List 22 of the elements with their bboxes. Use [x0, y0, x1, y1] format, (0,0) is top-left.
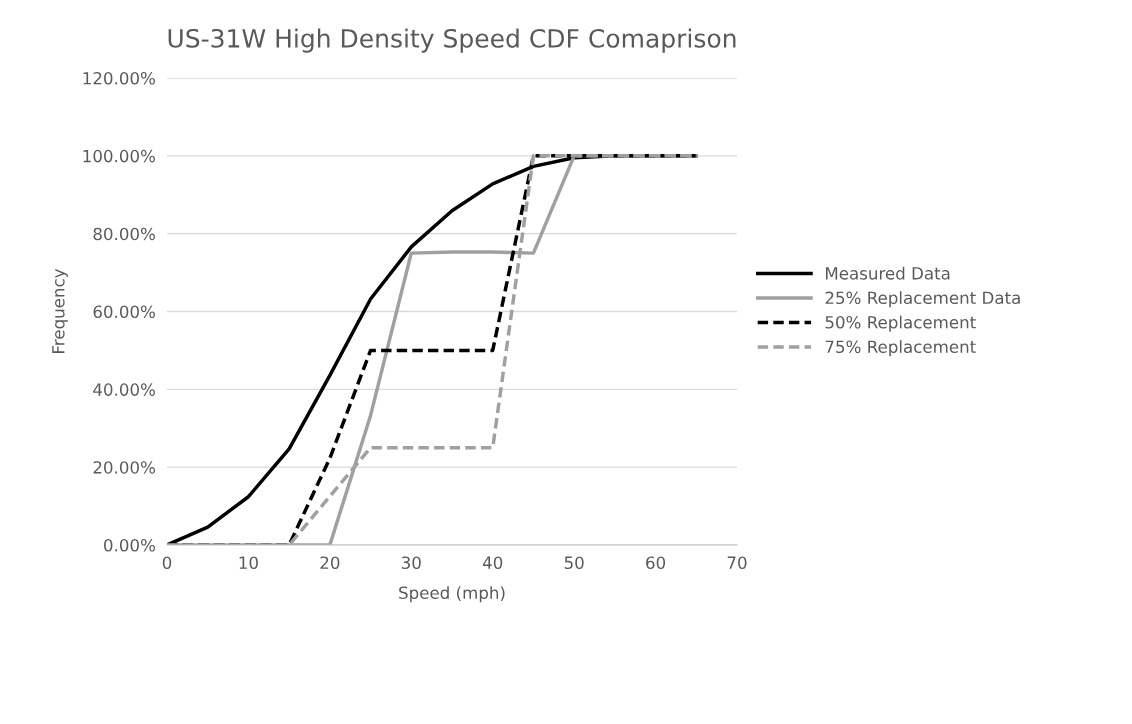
x-tick-label: 30	[401, 556, 421, 570]
legend-label: 75% Replacement	[825, 340, 976, 357]
x-tick-label: 50	[564, 556, 584, 570]
y-tick-label: 40.00%	[93, 383, 155, 396]
y-tick-label: 0.00%	[104, 538, 155, 552]
legend-label: 25% Replacement Data	[825, 291, 1020, 308]
y-tick-label: 20.00%	[93, 461, 155, 474]
legend-label: Measured Data	[826, 266, 950, 280]
legend-label: 50% Replacement	[825, 315, 976, 332]
chart-title: US-31W High Density Speed CDF Comaprison	[168, 28, 736, 53]
x-tick-label: 0	[162, 556, 172, 570]
x-tick-label: 70	[727, 556, 747, 570]
x-tick-label: 20	[320, 556, 340, 570]
y-tick-label: 120.00%	[83, 71, 155, 85]
x-axis-title: Speed (mph)	[399, 586, 505, 603]
y-tick-label: 100.00%	[83, 149, 155, 163]
y-tick-label: 80.00%	[93, 227, 155, 241]
x-tick-label: 40	[482, 556, 503, 570]
x-tick-label: 60	[646, 556, 666, 570]
x-tick-label: 10	[239, 556, 258, 570]
y-tick-label: 60.00%	[93, 305, 155, 319]
y-axis-title: Frequency	[52, 268, 68, 353]
